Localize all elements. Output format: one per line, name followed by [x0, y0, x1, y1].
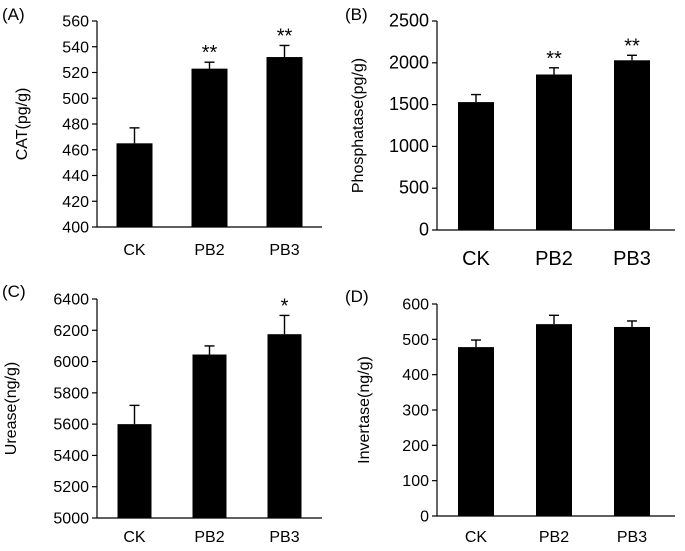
x-category-label: PB2 — [539, 529, 569, 546]
bar-pb3 — [614, 60, 650, 231]
y-tick-label: 6200 — [53, 323, 89, 340]
panel-label: (C) — [2, 282, 26, 301]
y-tick-label: 5000 — [53, 511, 89, 528]
y-axis-title: Urease(ng/g) — [3, 362, 20, 455]
y-axis-title: Invertase(ng/g) — [356, 356, 373, 464]
chart-panel-2: (B) 0 500 1000 1500 2000 2500 Phosphatase(pg/g)… — [345, 5, 675, 270]
x-category-label: CK — [462, 248, 490, 270]
y-tick-label: 1500 — [389, 94, 429, 114]
y-tick-label: 6000 — [53, 354, 89, 371]
chart-panel-3: (C) 5000 5200 5400 5600 5800 6000 6200 6400 Ureas… — [2, 282, 322, 546]
significance-label: ** — [202, 42, 218, 64]
y-tick-label: 5200 — [53, 479, 89, 496]
y-tick-label: 540 — [62, 39, 89, 56]
y-tick-label: 6400 — [53, 292, 89, 309]
y-tick-label: 400 — [62, 220, 89, 237]
y-tick-label: 500 — [62, 91, 89, 108]
x-category-label: PB3 — [269, 529, 299, 546]
panel-label: (A) — [2, 5, 25, 24]
y-tick-label: 1000 — [389, 136, 429, 156]
bar-pb2 — [191, 68, 228, 227]
x-category-label: CK — [465, 529, 488, 546]
bar-pb2 — [536, 74, 572, 230]
significance-label: ** — [546, 48, 562, 70]
chart-panel-1: (A) 400 420 440 460 480 500 520 540 560 CAT(pg/g) C… — [2, 5, 322, 259]
y-tick-label: 400 — [402, 367, 429, 384]
x-category-label: CK — [123, 242, 146, 259]
bar-ck — [458, 347, 494, 516]
y-tick-label: 460 — [62, 142, 89, 159]
y-tick-label: 440 — [62, 168, 89, 185]
significance-label: ** — [624, 35, 640, 57]
bar-pb2 — [192, 354, 227, 518]
x-category-label: CK — [123, 529, 146, 546]
y-tick-label: 500 — [402, 332, 429, 349]
bar-pb3 — [267, 334, 302, 518]
y-axis-title: CAT(pg/g) — [14, 88, 31, 161]
y-tick-label: 560 — [62, 14, 89, 31]
x-category-label: PB3 — [617, 529, 647, 546]
x-category-label: PB3 — [613, 248, 651, 270]
panel-label: (D) — [345, 287, 369, 306]
x-category-label: PB2 — [194, 242, 224, 259]
y-tick-label: 520 — [62, 65, 89, 82]
y-tick-label: 2500 — [389, 11, 429, 31]
bar-pb2 — [536, 324, 572, 516]
bar-ck — [458, 102, 494, 230]
significance-label: ** — [277, 25, 293, 47]
bar-ck — [117, 424, 152, 518]
y-tick-label: 200 — [402, 438, 429, 455]
x-category-label: PB2 — [194, 529, 224, 546]
y-tick-label: 600 — [402, 297, 429, 314]
bar-pb3 — [266, 57, 303, 227]
y-tick-label: 0 — [419, 220, 429, 240]
bar-pb3 — [614, 326, 650, 516]
bar-ck — [116, 143, 153, 227]
panel-label: (B) — [345, 5, 368, 24]
x-category-label: PB2 — [535, 248, 573, 270]
y-axis-title: Phosphatase(pg/g) — [350, 58, 367, 193]
y-tick-label: 0 — [420, 509, 429, 526]
y-tick-label: 500 — [399, 178, 429, 198]
chart-panel-4: (D) 0 100 200 300 400 500 600 Invertase(ng/g) CK P… — [345, 287, 675, 546]
y-tick-label: 2000 — [389, 52, 429, 72]
y-tick-label: 5400 — [53, 448, 89, 465]
y-tick-label: 300 — [402, 403, 429, 420]
y-tick-label: 420 — [62, 194, 89, 211]
y-tick-label: 5800 — [53, 385, 89, 402]
y-tick-label: 5600 — [53, 417, 89, 434]
x-category-label: PB3 — [269, 242, 299, 259]
significance-label: * — [281, 295, 289, 317]
y-tick-label: 480 — [62, 117, 89, 134]
y-tick-label: 100 — [402, 473, 429, 490]
